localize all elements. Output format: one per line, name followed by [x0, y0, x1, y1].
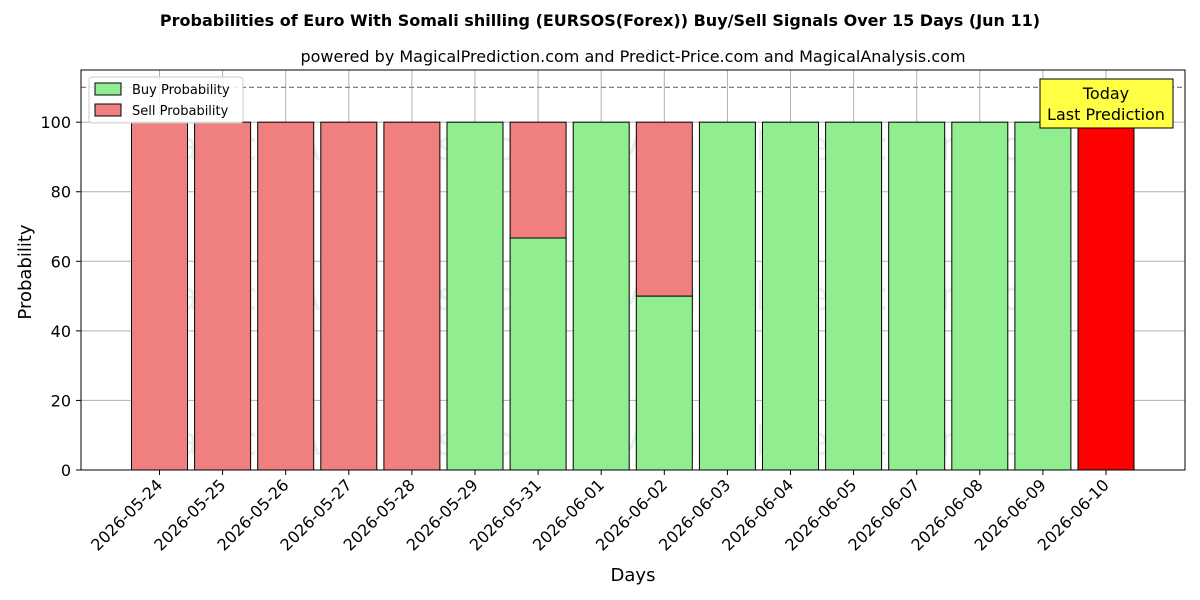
- y-tick-label: 100: [40, 113, 71, 132]
- sell-bar-2026-05-25: [194, 121, 252, 471]
- sell-bar-2026-05-24: [131, 121, 188, 471]
- buy-bar-2026-05-29: [446, 121, 504, 471]
- y-axis-label: Probability: [15, 224, 36, 319]
- buy-bar-2026-05-31: [509, 237, 567, 471]
- legend-box: [88, 76, 244, 124]
- legend-label-buy: Buy Probability: [132, 83, 230, 98]
- plot-frame: [80, 69, 1186, 471]
- buy-bar-2026-06-04: [762, 121, 819, 471]
- y-tick-label: 80: [51, 183, 71, 202]
- sell-bar-2026-05-26: [257, 121, 315, 471]
- buy-bar-2026-06-08: [951, 121, 1009, 471]
- sell-bar-2026-05-28: [383, 121, 441, 471]
- buy-bar-2026-06-07: [888, 121, 946, 471]
- chart-subtitle: powered by MagicalPrediction.com and Pre…: [300, 47, 965, 66]
- legend-swatch-buy: [94, 82, 122, 96]
- sell-bar-2026-06-10: [1077, 121, 1135, 471]
- sell-bar-2026-05-27: [320, 121, 378, 471]
- annotation-line-2: Last Prediction: [1047, 105, 1165, 124]
- bars: [131, 121, 1135, 471]
- buy-bar-2026-06-09: [1014, 121, 1072, 471]
- today-annotation: Today Last Prediction: [1039, 78, 1174, 129]
- buy-bar-2026-06-03: [698, 121, 756, 471]
- y-tick-label: 60: [51, 252, 71, 271]
- y-tick-label: 20: [51, 391, 71, 410]
- buy-bar-2026-06-01: [572, 121, 630, 471]
- buy-bar-2026-06-05: [825, 121, 883, 471]
- y-tick-label: 0: [61, 461, 71, 480]
- chart-title: Probabilities of Euro With Somali shilli…: [160, 11, 1040, 30]
- annotation-box: [1039, 78, 1174, 129]
- y-tick-label: 40: [51, 322, 71, 341]
- x-axis: 2026-05-242026-05-252026-05-262026-05-27…: [87, 470, 1113, 555]
- legend-swatch-sell: [94, 103, 122, 117]
- x-axis-label: Days: [611, 565, 656, 586]
- sell-bar-2026-06-02: [635, 121, 693, 297]
- y-axis: 0 20 40 60 80 100: [40, 113, 81, 480]
- annotation-line-1: Today: [1082, 84, 1129, 103]
- sell-bar-2026-05-31: [509, 121, 567, 239]
- buy-bar-2026-06-02: [635, 295, 693, 471]
- legend-label-sell: Sell Probability: [132, 104, 229, 119]
- legend: Buy Probability Sell Probability: [88, 76, 244, 124]
